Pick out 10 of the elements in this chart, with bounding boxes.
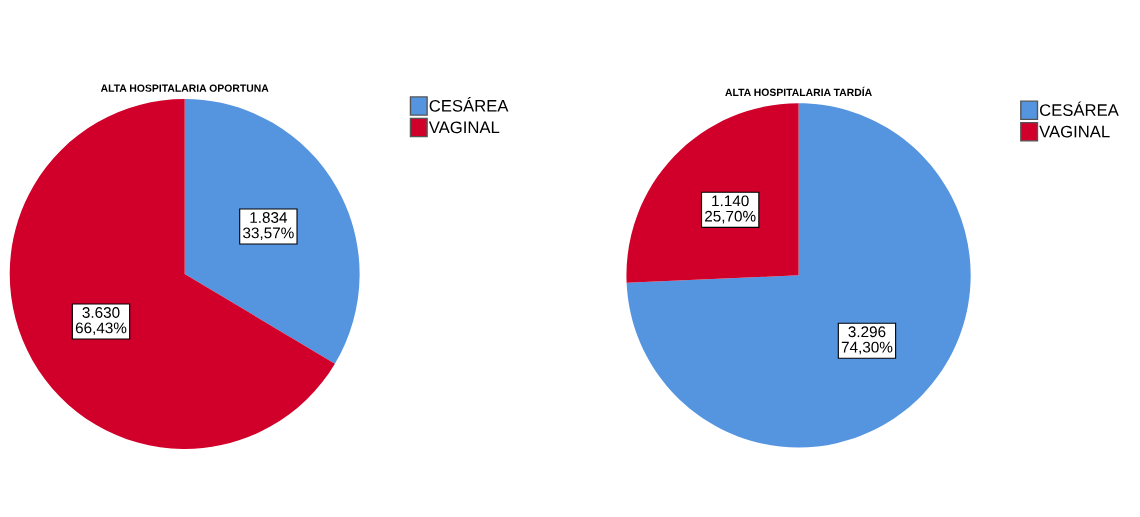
chart-title: ALTA HOSPITALARIA OPORTUNA: [100, 84, 269, 92]
data-label: 3.630 66,43%: [75, 307, 127, 336]
data-label: 1.834 33,57%: [243, 212, 294, 241]
legend-label: CESÁREA: [1039, 101, 1119, 116]
legend-label: VAGINAL: [428, 121, 500, 134]
chart-title: ALTA HOSPITALARIA TARDÍA: [725, 86, 872, 96]
data-label: 1.140 25,70%: [705, 195, 756, 224]
legend-label: VAGINAL: [1039, 125, 1110, 138]
data-label: 3.296 74,30%: [841, 326, 893, 355]
legend-label: CESÁREA: [429, 97, 509, 112]
